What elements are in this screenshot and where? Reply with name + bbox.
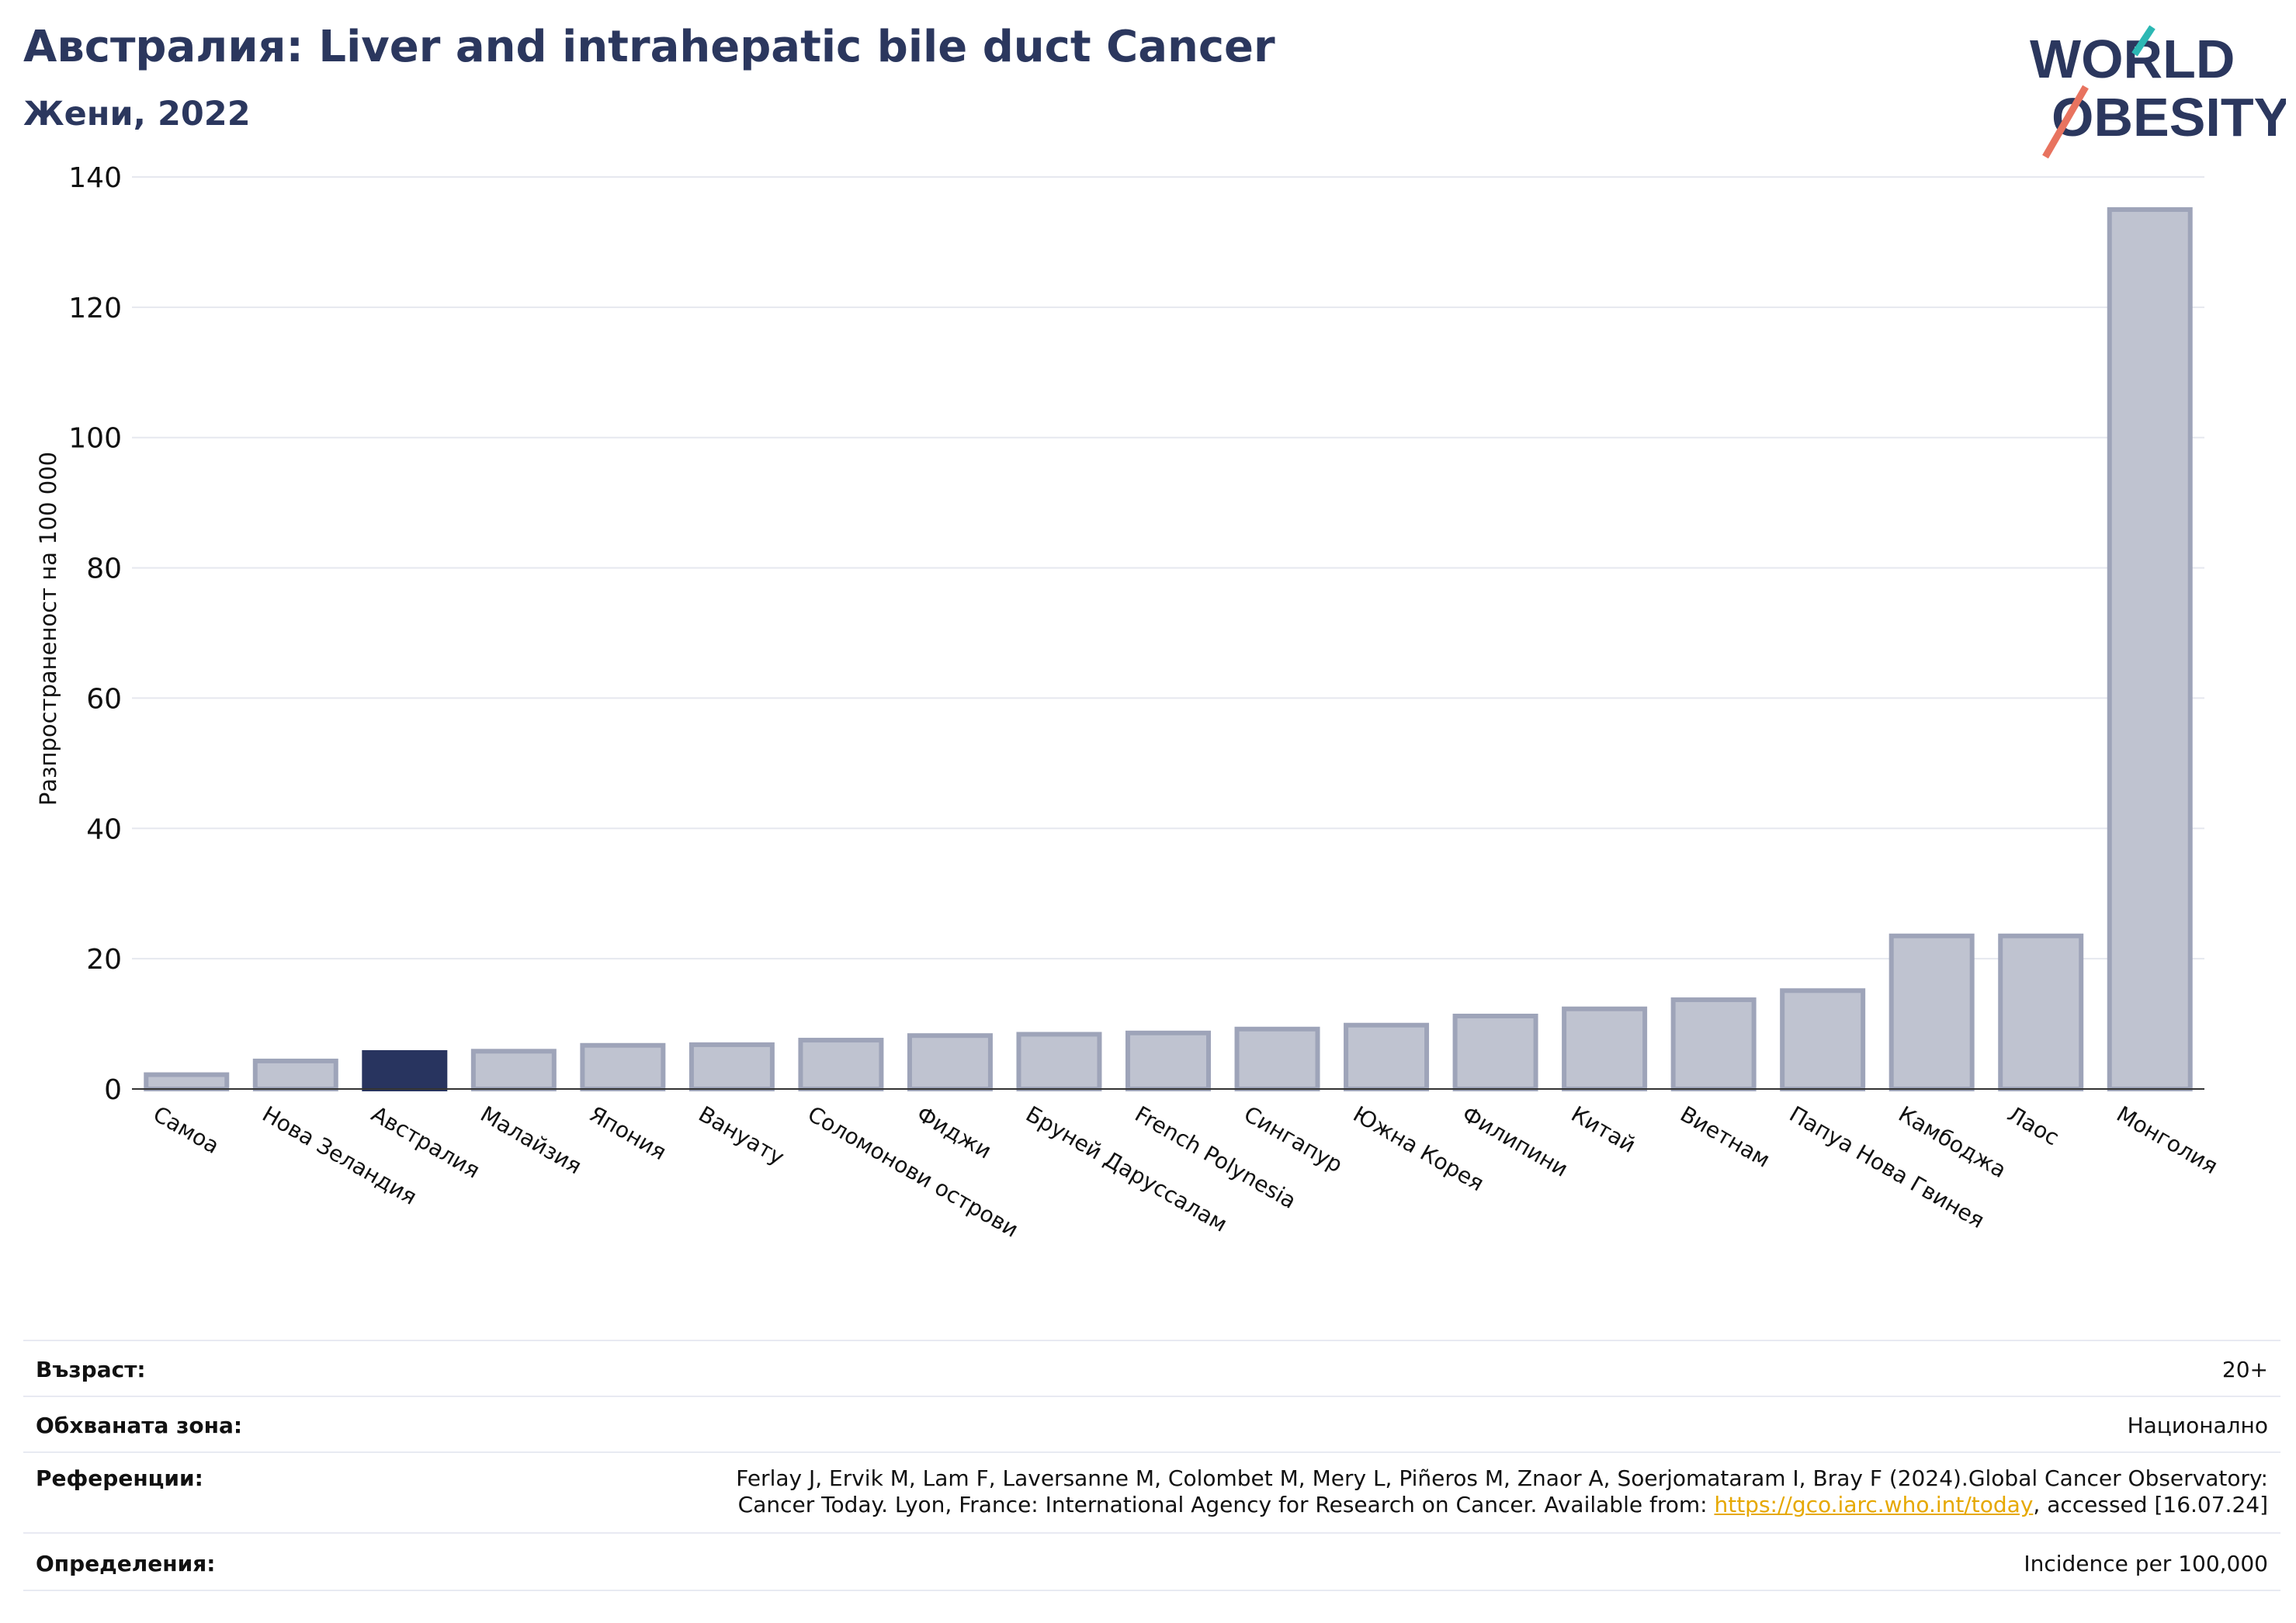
x-tick-label: Папуа Нова Гвинея <box>1785 1101 1989 1233</box>
chart-title: Австралия: Liver and intrahepatic bile d… <box>23 22 1275 72</box>
bar <box>1016 1032 1102 1091</box>
x-tick-label: Самоа <box>149 1101 224 1159</box>
x-tick-label: Фиджи <box>912 1101 996 1163</box>
x-tick-label: Виетнам <box>1676 1101 1774 1172</box>
y-tick-label: 20 <box>86 944 122 976</box>
logo-word-obesity: OBESITY <box>2051 87 2286 147</box>
x-tick-label: Вануату <box>694 1101 789 1170</box>
bar <box>144 1072 230 1092</box>
definitions-value: Incidence per 100,000 <box>2024 1551 2268 1576</box>
y-tick-label: 80 <box>86 553 122 585</box>
y-tick-label: 0 <box>104 1074 122 1106</box>
bar <box>1888 933 1975 1091</box>
x-tick-label: Малайзия <box>476 1101 586 1179</box>
x-tick-label: Монголия <box>2112 1101 2222 1179</box>
y-axis-label: Разпространеност на 100 000 <box>35 452 61 806</box>
bar <box>1780 988 1866 1091</box>
bar <box>1344 1022 1430 1091</box>
references-value: Ferlay J, Ervik M, Lam F, Laversanne M, … <box>736 1465 2268 1518</box>
references-label: Референции: <box>36 1465 203 1491</box>
y-tick-label: 40 <box>86 813 122 845</box>
bar <box>580 1042 666 1091</box>
bar <box>1234 1026 1320 1092</box>
y-tick-label: 120 <box>68 293 122 324</box>
y-tick-labels: 0 20 40 60 80 100 120 140 <box>68 162 122 1106</box>
bar-chart: 0 20 40 60 80 100 120 140 Самоа Нова ЗеландияАвс… <box>35 162 2222 1243</box>
bar <box>688 1042 775 1092</box>
bar <box>470 1049 557 1091</box>
y-tick-label: 140 <box>68 162 122 194</box>
y-tick-label: 60 <box>86 683 122 715</box>
x-tick-label: Бруней Даруссалам <box>1021 1101 1232 1236</box>
bar <box>798 1038 884 1092</box>
meta-row-area: Обхваната зона: Национално <box>23 1396 2280 1451</box>
bar <box>907 1033 993 1092</box>
bar <box>1125 1030 1211 1091</box>
meta-row-definitions: Определения: Incidence per 100,000 <box>23 1532 2280 1591</box>
x-tick-label: Лаос <box>2003 1101 2064 1150</box>
metadata-table: Възраст: 20+ Обхваната зона: Национално … <box>23 1340 2280 1591</box>
references-accessed: , accessed [16.07.24] <box>2033 1492 2268 1517</box>
age-value: 20+ <box>2221 1357 2268 1382</box>
logo-word-world: WORLD <box>2030 29 2235 89</box>
x-tick-label: Китай <box>1567 1101 1640 1157</box>
meta-row-references: Референции: Ferlay J, Ervik M, Lam F, La… <box>23 1451 2280 1532</box>
references-link[interactable]: https://gco.iarc.who.int/today <box>1714 1492 2034 1517</box>
references-line-2: Cancer Today. Lyon, France: Internationa… <box>736 1492 2268 1518</box>
chart-subtitle: Жени, 2022 <box>23 95 251 134</box>
world-obesity-logo: WORLD OBESITY <box>2030 25 2286 159</box>
logo-slash-teal <box>2131 25 2156 57</box>
bar <box>1452 1014 1538 1091</box>
area-label: Обхваната зона: <box>36 1413 243 1438</box>
y-tick-label: 100 <box>68 423 122 455</box>
x-tick-label: Япония <box>585 1101 671 1165</box>
age-label: Възраст: <box>36 1357 146 1382</box>
bars <box>144 206 2193 1092</box>
bar <box>1562 1006 1648 1091</box>
area-value: Национално <box>2127 1413 2268 1438</box>
bar <box>252 1058 338 1092</box>
references-text: Cancer Today. Lyon, France: Internationa… <box>737 1492 1715 1517</box>
logo-slash-coral <box>2042 85 2089 159</box>
references-line-1: Ferlay J, Ervik M, Lam F, Laversanne M, … <box>736 1465 2268 1491</box>
definitions-label: Определения: <box>36 1551 216 1576</box>
x-tick-labels: Самоа Нова ЗеландияАвстралияМалайзияЯпони… <box>149 1101 2222 1242</box>
bar <box>2107 206 2193 1092</box>
bar <box>362 1050 448 1091</box>
meta-row-age: Възраст: 20+ <box>23 1340 2280 1396</box>
bar <box>1670 997 1757 1091</box>
bar <box>1998 933 2084 1091</box>
